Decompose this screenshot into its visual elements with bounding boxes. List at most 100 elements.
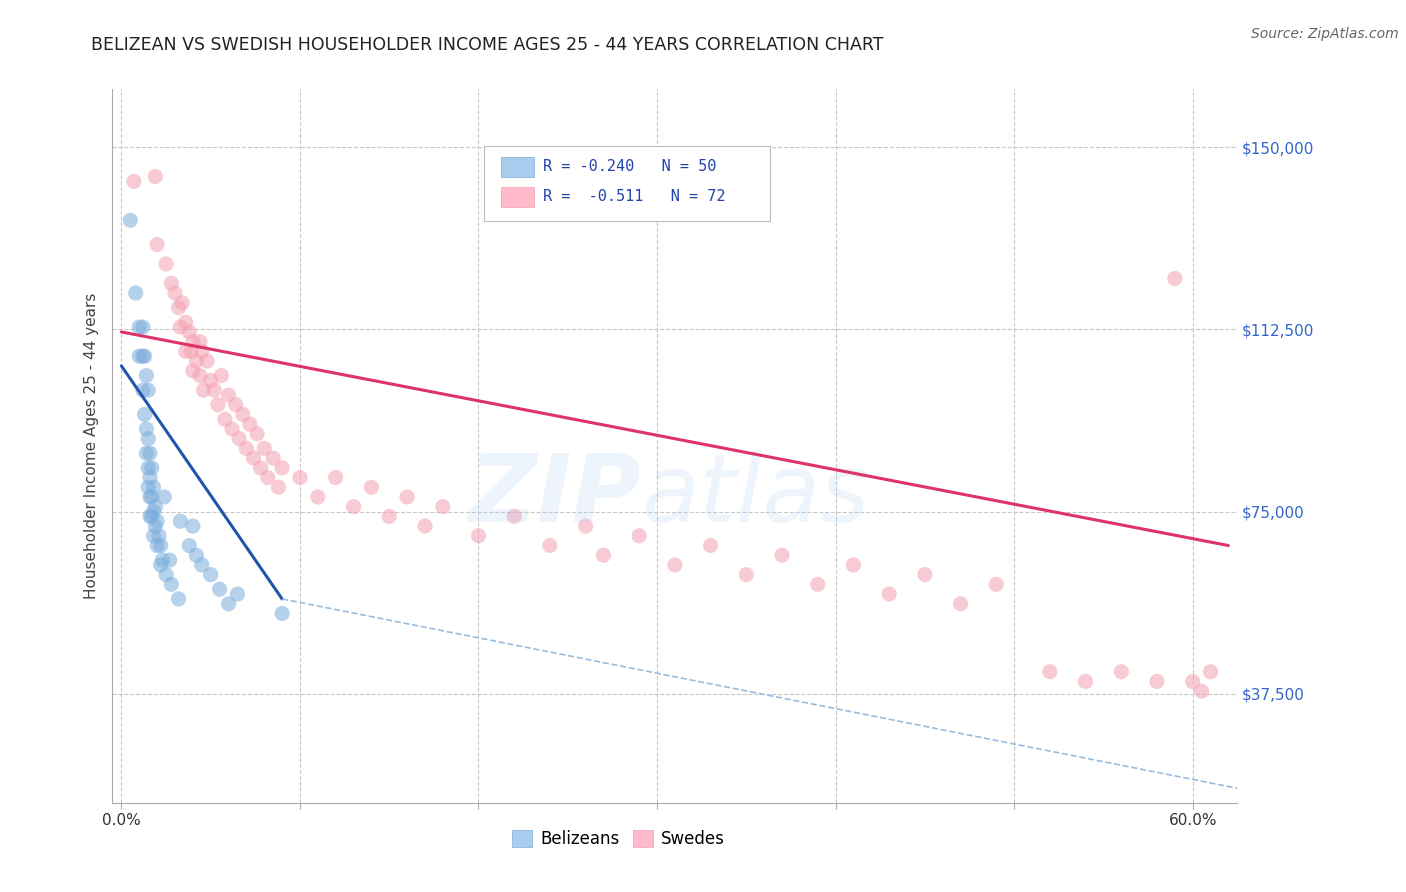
Point (200, 567, 222, 582)
FancyBboxPatch shape (484, 146, 770, 221)
Point (218, 388, 240, 402)
Point (153, 490, 176, 504)
Point (135, 446, 157, 460)
Point (195, 354, 218, 368)
Point (169, 514, 191, 528)
Point (142, 529, 165, 543)
Point (163, 286, 186, 301)
Point (207, 398, 229, 412)
Point (180, 344, 202, 359)
Point (249, 460, 271, 475)
Point (242, 451, 264, 466)
Point (136, 432, 159, 446)
Point (174, 344, 197, 359)
Point (122, 174, 145, 188)
Point (141, 509, 163, 524)
Point (188, 368, 211, 383)
Point (226, 587, 249, 601)
Point (167, 591, 190, 606)
Point (342, 500, 364, 514)
Point (139, 490, 162, 504)
Point (1199, 665, 1222, 679)
Text: Source: ZipAtlas.com: Source: ZipAtlas.com (1251, 27, 1399, 41)
Point (155, 567, 177, 582)
Point (538, 539, 561, 553)
Point (120, 213, 142, 227)
Point (149, 539, 172, 553)
Point (432, 500, 454, 514)
Point (949, 597, 972, 611)
Point (770, 548, 793, 562)
Point (139, 446, 162, 460)
Point (1181, 674, 1204, 689)
Point (142, 480, 165, 494)
Point (271, 607, 294, 621)
Point (190, 344, 212, 359)
Point (167, 301, 190, 315)
Point (256, 470, 278, 484)
Legend: Belizeans, Swedes: Belizeans, Swedes (505, 823, 733, 855)
Point (200, 374, 222, 388)
Point (139, 470, 162, 484)
Text: atlas: atlas (641, 450, 869, 541)
Point (132, 349, 155, 363)
Point (139, 509, 162, 524)
Point (193, 383, 215, 397)
Point (1146, 674, 1168, 689)
Point (503, 509, 526, 524)
Point (135, 422, 157, 436)
Point (143, 500, 166, 514)
FancyBboxPatch shape (501, 157, 534, 177)
Point (190, 558, 212, 572)
Point (239, 417, 262, 432)
Point (160, 577, 183, 591)
Point (136, 480, 159, 494)
Point (1191, 684, 1213, 698)
Point (413, 519, 436, 533)
Point (160, 277, 183, 291)
Point (699, 539, 721, 553)
Text: BELIZEAN VS SWEDISH HOUSEHOLDER INCOME AGES 25 - 44 YEARS CORRELATION CHART: BELIZEAN VS SWEDISH HOUSEHOLDER INCOME A… (91, 36, 884, 54)
Point (169, 320, 191, 334)
Point (246, 426, 269, 441)
FancyBboxPatch shape (501, 187, 534, 207)
Point (143, 169, 166, 184)
Point (628, 529, 651, 543)
Point (218, 597, 240, 611)
Point (125, 286, 148, 301)
Point (396, 490, 419, 504)
Point (136, 383, 159, 397)
Point (842, 558, 865, 572)
Point (664, 558, 686, 572)
Point (132, 320, 155, 334)
Point (179, 325, 201, 339)
Point (159, 553, 181, 567)
Point (262, 451, 284, 466)
Point (1074, 674, 1097, 689)
Point (149, 558, 172, 572)
Point (807, 577, 830, 591)
Point (128, 349, 150, 363)
Point (128, 320, 150, 334)
Point (271, 460, 294, 475)
Point (181, 519, 204, 533)
Point (378, 509, 401, 524)
Point (135, 368, 157, 383)
Point (209, 368, 232, 383)
Point (143, 519, 166, 533)
Point (155, 257, 177, 271)
Point (208, 582, 231, 597)
Y-axis label: Householder Income Ages 25 - 44 years: Householder Income Ages 25 - 44 years (83, 293, 98, 599)
Point (225, 398, 247, 412)
Point (235, 442, 257, 456)
Point (188, 334, 211, 349)
Point (142, 504, 165, 518)
Point (148, 529, 170, 543)
Point (174, 315, 197, 329)
Point (186, 354, 208, 368)
Point (467, 529, 489, 543)
Point (735, 567, 758, 582)
Point (186, 548, 208, 562)
Point (288, 470, 311, 484)
Point (1039, 665, 1062, 679)
